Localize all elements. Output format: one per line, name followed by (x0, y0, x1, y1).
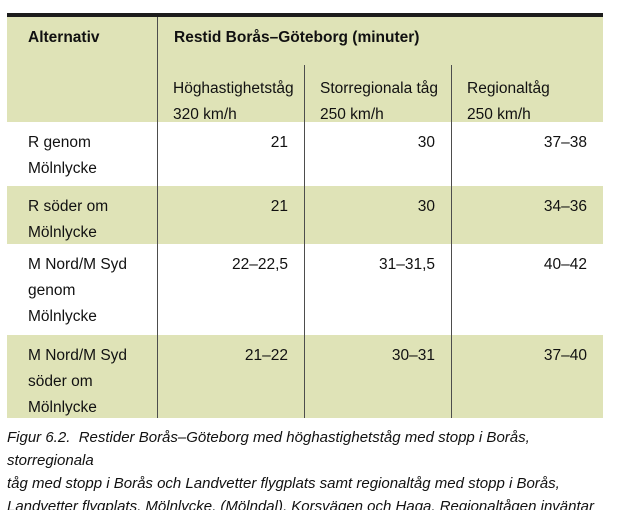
subheader-name: Regionaltåg (467, 80, 550, 97)
header-restid-group: Restid Borås–Göteborg (minuter) Höghasti… (158, 17, 603, 130)
header-alternativ: Alternativ (7, 17, 158, 130)
row-label: M Nord/M Syd genom Mölnlycke (7, 244, 158, 335)
cell-storregionala: 30–31 (305, 335, 452, 418)
subheader-row: Höghastighetståg 320 km/h Storregionala … (158, 65, 603, 130)
subheader-speed: 250 km/h (320, 106, 384, 123)
subheader-name: Storregionala tåg (320, 80, 439, 97)
row-label: R söder om Mölnlycke (7, 186, 158, 244)
row-label: M Nord/M Syd söder om Mölnlycke (7, 335, 158, 418)
table-row: R genom Mölnlycke 21 30 37–38 (7, 122, 603, 186)
subheader-speed: 250 km/h (467, 106, 531, 123)
cell-regionaltag: 37–38 (543, 134, 587, 151)
header-restid-title: Restid Borås–Göteborg (minuter) (174, 29, 420, 46)
document-page: Alternativ Restid Borås–Göteborg (minute… (0, 13, 620, 510)
table-row: R söder om Mölnlycke 21 30 34–36 (7, 186, 603, 244)
cell-storregionala: 31–31,5 (305, 244, 452, 335)
subheader-hoghastighetstag: Höghastighetståg 320 km/h (158, 65, 305, 130)
row-label: R genom Mölnlycke (7, 122, 158, 186)
cell-hoghastighetstag: 22–22,5 (158, 244, 305, 335)
cell-storregionala: 30 (305, 186, 452, 244)
table-header: Alternativ Restid Borås–Göteborg (minute… (7, 17, 603, 130)
cell-regionaltag: 34–36 (543, 198, 587, 215)
subheader-storregionala: Storregionala tåg 250 km/h (305, 65, 452, 130)
subheader-regionaltag: Regionaltåg 250 km/h (452, 65, 603, 130)
subheader-speed: 320 km/h (173, 106, 237, 123)
cell-regionaltag: 37–40 (543, 347, 587, 364)
subheader-name: Höghastighetståg (173, 80, 294, 97)
cell-hoghastighetstag: 21–22 (158, 335, 305, 418)
cell-storregionala: 30 (305, 122, 452, 186)
cell-regionaltag: 40–42 (543, 256, 587, 273)
figure-caption: Figur 6.2. Restider Borås–Göteborg med h… (7, 429, 594, 510)
cell-hoghastighetstag: 21 (158, 186, 305, 244)
table-row: M Nord/M Syd söder om Mölnlycke 21–22 30… (7, 335, 603, 418)
cell-hoghastighetstag: 21 (158, 122, 305, 186)
restid-table: Alternativ Restid Borås–Göteborg (minute… (7, 13, 603, 418)
table-row: M Nord/M Syd genom Mölnlycke 22–22,5 31–… (7, 244, 603, 335)
